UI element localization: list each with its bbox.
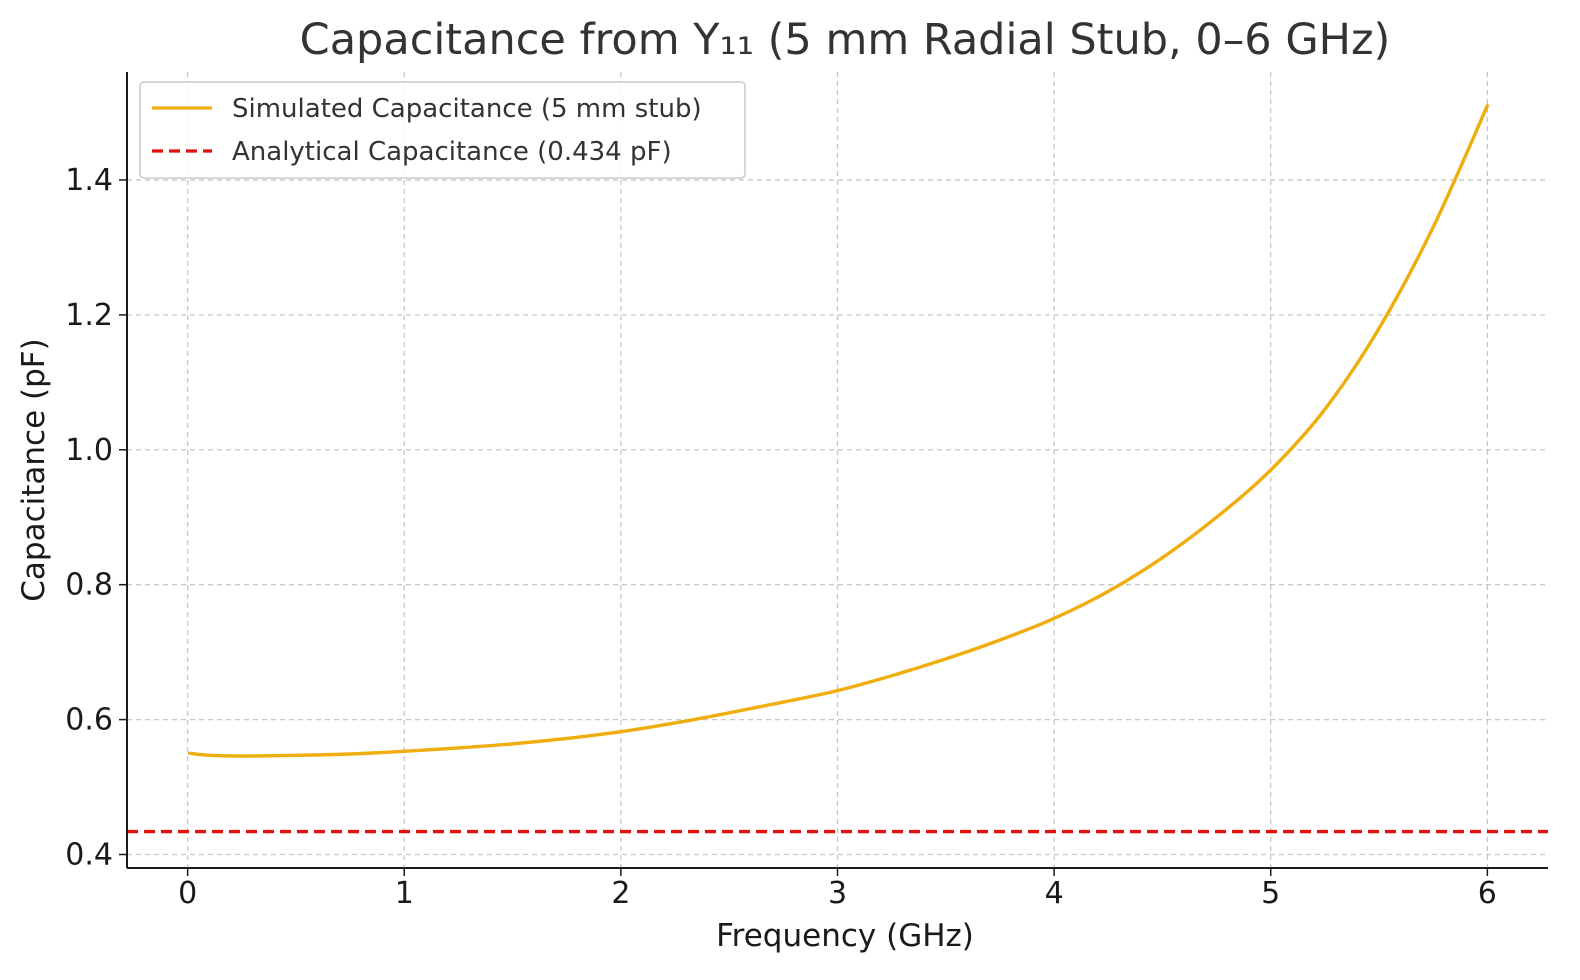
x-tick-label: 4 bbox=[1045, 876, 1064, 911]
legend: Simulated Capacitance (5 mm stub) Analyt… bbox=[139, 81, 746, 179]
y-tick-label: 1.0 bbox=[65, 433, 113, 468]
x-tick-label: 3 bbox=[828, 876, 847, 911]
y-tick-label: 0.8 bbox=[65, 568, 113, 603]
x-tick-label: 1 bbox=[395, 876, 414, 911]
x-tick-label: 0 bbox=[178, 876, 197, 911]
x-tick-label: 2 bbox=[611, 876, 630, 911]
legend-box bbox=[139, 81, 746, 179]
y-tick-label: 0.4 bbox=[65, 838, 113, 873]
ticks: 0 1 2 3 4 5 6 0.4 0.6 0.8 1.0 1.2 1.4 bbox=[65, 163, 1497, 911]
y-axis-label: Capacitance (pF) bbox=[16, 338, 52, 601]
simulated-series bbox=[188, 104, 1490, 758]
x-axis-label: Frequency (GHz) bbox=[716, 918, 974, 954]
x-tick-label: 5 bbox=[1261, 876, 1280, 911]
grid bbox=[127, 72, 1548, 868]
y-tick-label: 0.6 bbox=[65, 703, 113, 738]
legend-label-analytical: Analytical Capacitance (0.434 pF) bbox=[232, 137, 672, 167]
y-tick-label: 1.2 bbox=[65, 298, 113, 333]
legend-label-simulated: Simulated Capacitance (5 mm stub) bbox=[232, 94, 702, 124]
simulated-capacitance-line bbox=[188, 104, 1490, 758]
x-tick-label: 6 bbox=[1478, 876, 1497, 911]
y-tick-label: 1.4 bbox=[65, 163, 113, 198]
chart-title: Capacitance from Y₁₁ (5 mm Radial Stub, … bbox=[300, 15, 1391, 65]
